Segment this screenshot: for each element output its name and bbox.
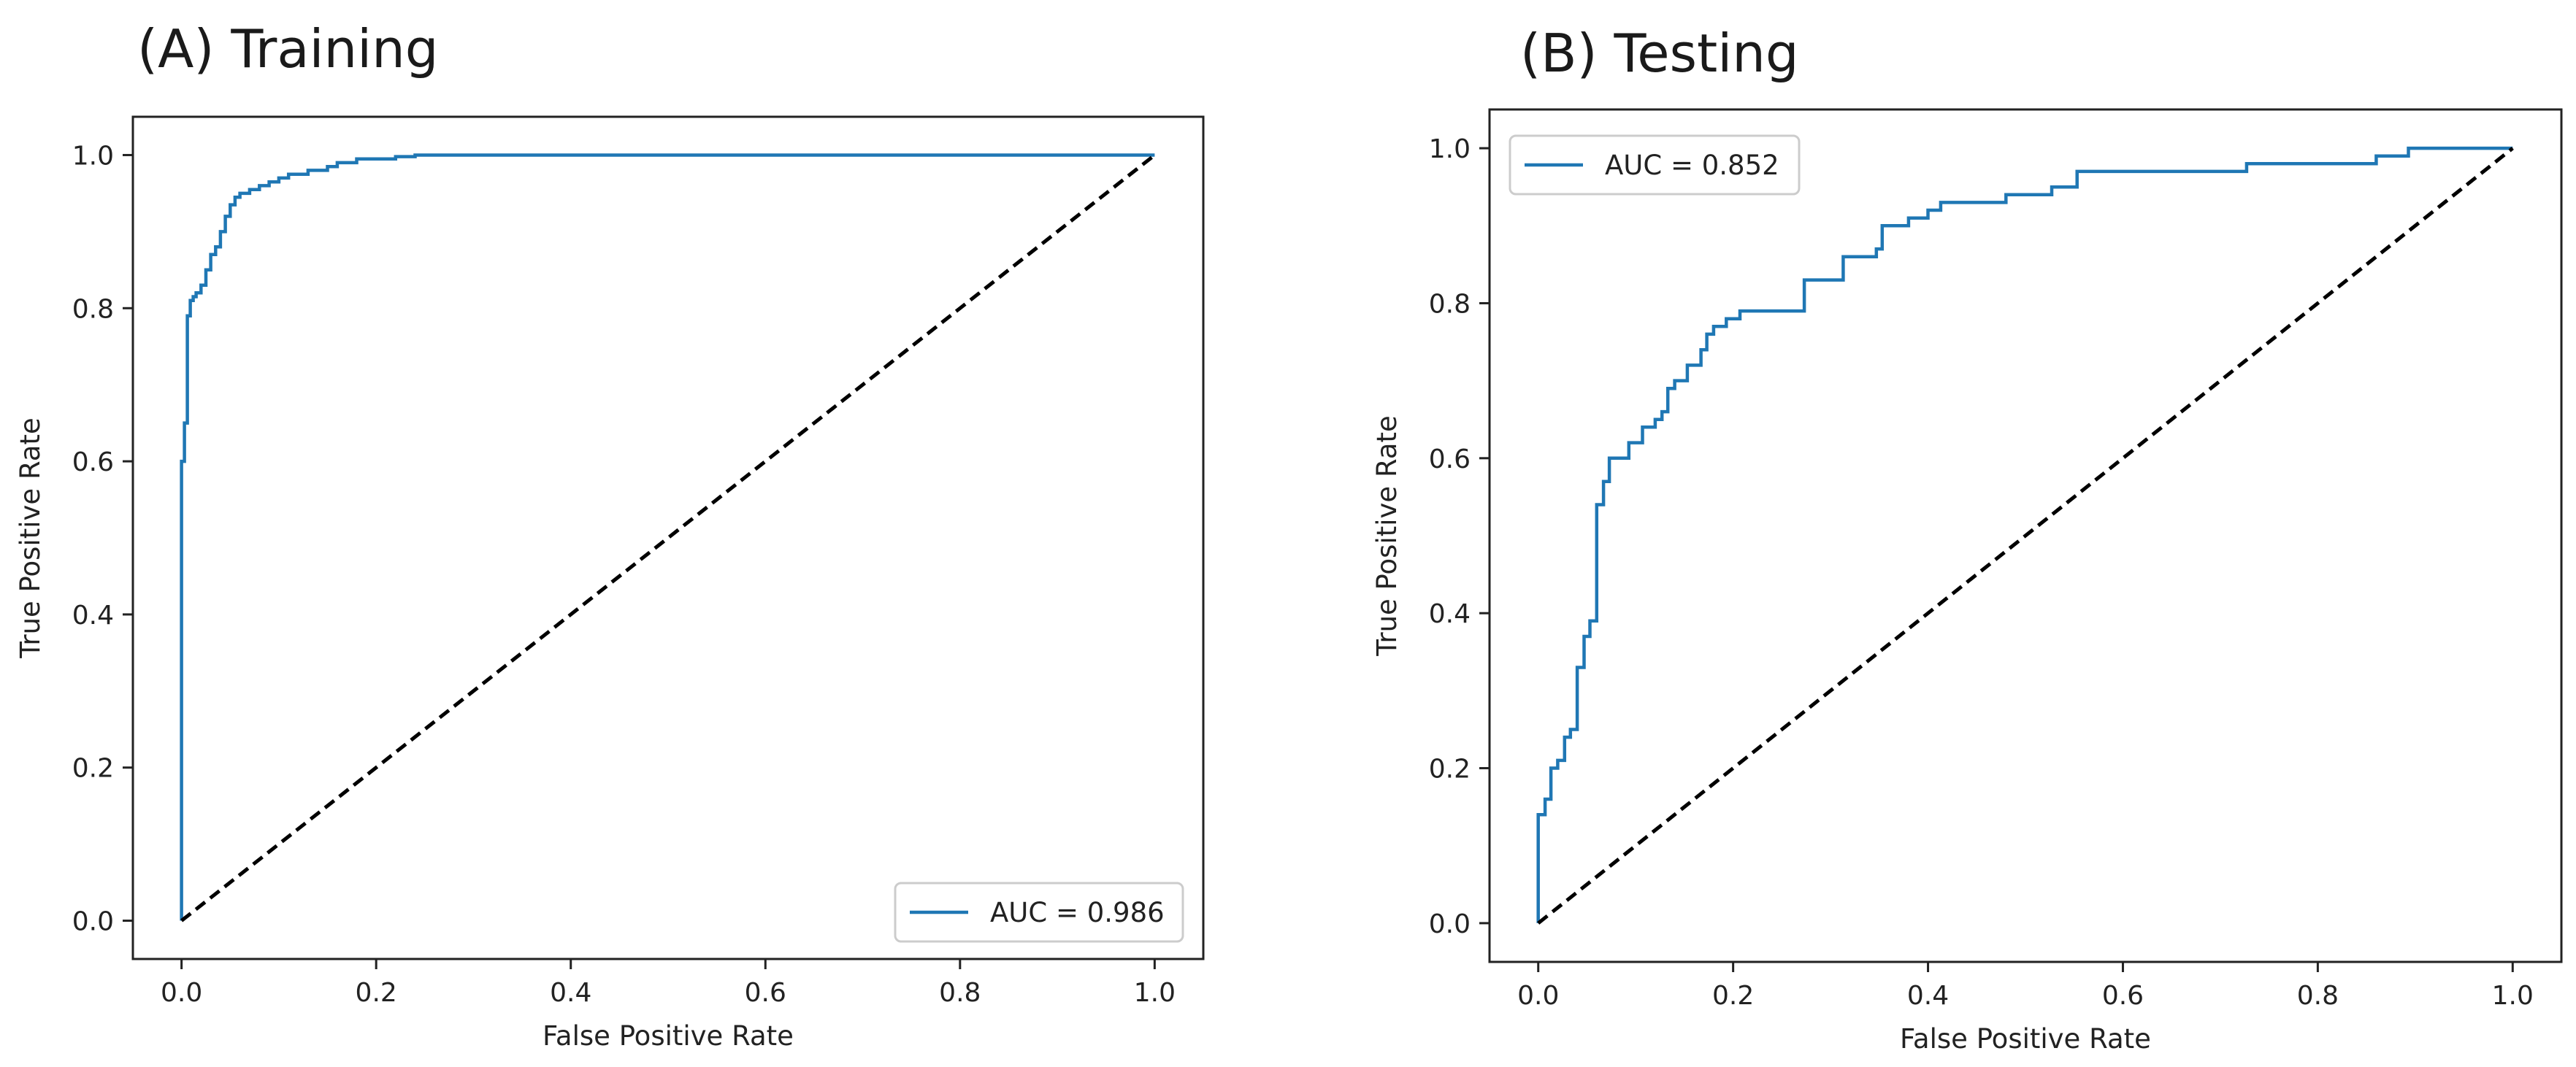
training-y-tick-label: 0.4 [72, 601, 114, 631]
training-roc-chart: (A) Training 0.0 0.2 0.4 0.6 0.8 1.0 0.0 0.2 0.4 0… [15, 18, 1205, 1052]
testing-y-axis-label: True Positive Rate [1371, 415, 1403, 657]
training-legend: AUC = 0.986 [894, 882, 1184, 943]
testing-roc-curve-line [1536, 146, 2513, 923]
training-roc-curve-line [180, 153, 1155, 921]
testing-legend-box [1509, 134, 1801, 196]
training-x-tick-label: 0.2 [356, 978, 397, 1008]
training-y-tick-label: 0.2 [72, 754, 114, 784]
testing-x-tick-label: 0.0 [1517, 981, 1559, 1011]
testing-roc-panel: (B) Testing 0.0 0.2 0.4 0.6 0.8 1.0 0.0 0.2 0.4 0.… [1364, 0, 2576, 1067]
testing-x-axis-label: False Positive Rate [1900, 1023, 2151, 1055]
testing-legend: AUC = 0.852 [1509, 134, 1801, 196]
testing-x-tick-label: 0.6 [2102, 981, 2144, 1011]
training-plot-frame [131, 115, 1205, 960]
training-legend-box [894, 882, 1184, 943]
training-legend-label: AUC = 0.986 [990, 897, 1165, 928]
testing-legend-label: AUC = 0.852 [1605, 150, 1779, 181]
testing-y-tick-label: 0.4 [1429, 599, 1471, 629]
testing-x-tick-label: 0.8 [2297, 981, 2339, 1011]
training-y-tick-label: 1.0 [72, 141, 114, 171]
training-x-axis-label: False Positive Rate [543, 1020, 794, 1052]
testing-y-tick-label: 0.2 [1429, 755, 1471, 785]
testing-plot-frame [1488, 108, 2563, 963]
training-x-tick-label: 0.6 [745, 978, 786, 1008]
training-chance-diagonal-line [180, 153, 1156, 922]
training-x-tick-label: 1.0 [1134, 978, 1176, 1008]
training-y-axis-label: True Positive Rate [15, 417, 46, 659]
testing-chart-title: (B) Testing [1520, 23, 1799, 84]
training-x-tick-label: 0.0 [161, 978, 202, 1008]
training-y-tick-label: 0.6 [72, 447, 114, 477]
testing-x-tick-label: 0.4 [1907, 981, 1949, 1011]
training-x-tick-label: 0.4 [550, 978, 591, 1008]
testing-y-tick-label: 1.0 [1429, 134, 1471, 164]
training-x-tick-label: 0.8 [939, 978, 981, 1008]
testing-y-tick-label: 0.0 [1429, 909, 1471, 939]
testing-y-tick-label: 0.8 [1429, 289, 1471, 319]
testing-chance-diagonal-line [1537, 147, 2514, 925]
training-y-tick-label: 0.8 [72, 294, 114, 324]
testing-x-tick-label: 0.2 [1712, 981, 1754, 1011]
testing-roc-chart: (B) Testing 0.0 0.2 0.4 0.6 0.8 1.0 0.0 0.2 0.4 0.… [1371, 23, 2563, 1055]
testing-y-tick-label: 0.6 [1429, 444, 1471, 474]
training-y-tick-label: 0.0 [72, 907, 114, 937]
training-roc-panel: (A) Training 0.0 0.2 0.4 0.6 0.8 1.0 0.0 0.2 0.4 0… [15, 18, 1205, 1052]
training-chart-title: (A) Training [137, 18, 438, 80]
testing-x-tick-label: 1.0 [2492, 981, 2534, 1011]
